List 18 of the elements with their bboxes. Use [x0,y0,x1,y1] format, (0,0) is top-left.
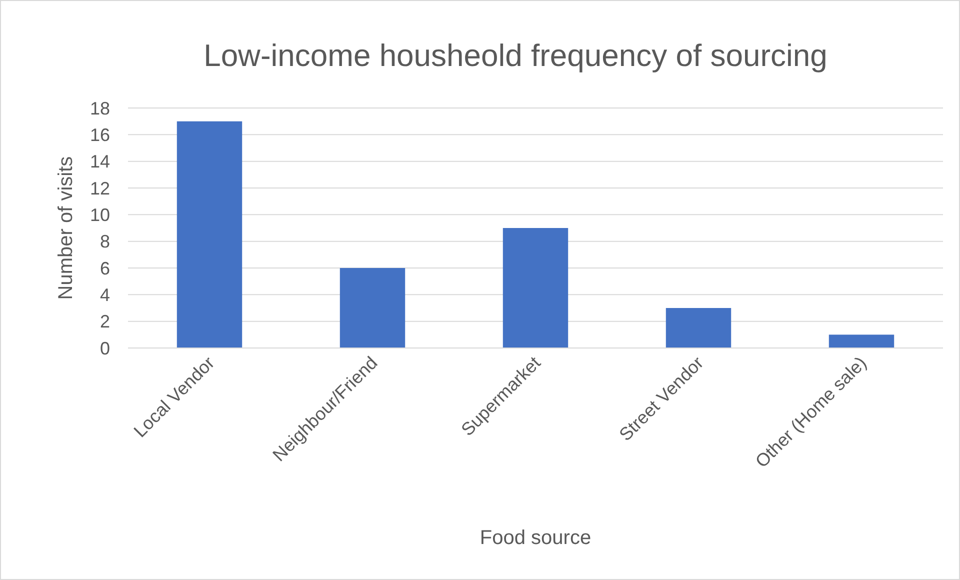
bar [666,308,732,348]
y-tick-label: 12 [90,178,110,198]
y-tick-label: 16 [90,124,110,145]
bar [828,334,894,348]
bar [176,121,242,348]
chart-title: Low-income housheold frequency of sourcing [204,38,828,73]
y-axis-title: Number of visits [55,156,77,300]
y-tick-label: 2 [100,312,110,332]
bar [340,268,406,348]
y-tick-label: 18 [90,98,110,118]
bar [502,228,568,348]
y-tick-label: 8 [100,232,110,252]
x-axis-title: Food source [480,527,592,549]
y-tick-label: 6 [100,258,110,278]
y-tick-label: 10 [90,204,110,225]
y-tick-label: 0 [100,338,110,358]
y-tick-label: 4 [100,284,110,305]
y-tick-label: 14 [90,152,110,172]
